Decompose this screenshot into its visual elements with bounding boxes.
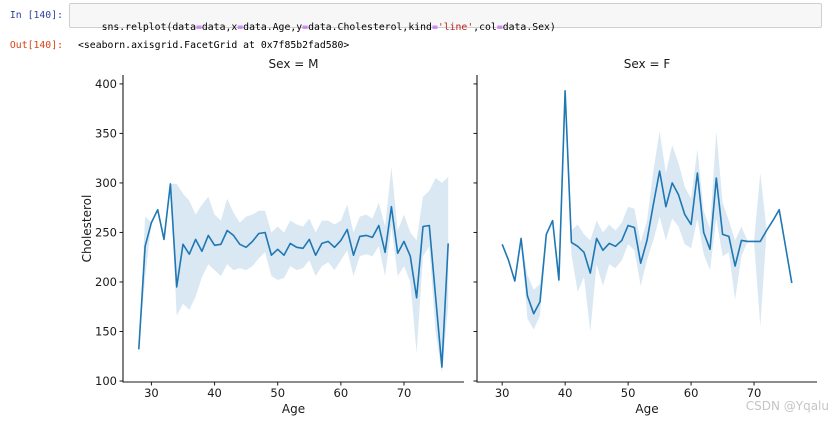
code-token: = [302,21,309,33]
code-token: 'line' [437,21,474,33]
cell-output-text: <seaborn.axisgrid.FacetGrid at 0x7f85b2f… [78,40,350,51]
code-token: = [496,21,503,33]
y-axis-label: Cholesterol [80,195,94,263]
facet-m: 100 150 200 250 300 350 400 30 40 50 60 70 Sex = M Ag… [80,57,464,416]
code-cell-input[interactable]: sns.relplot(data=data,x=data.Age,y=data.… [69,3,822,33]
y-tick-label: 100 [95,374,117,388]
x-axis-label: Age [282,402,305,416]
ci-band [502,90,792,332]
x-tick-label: 60 [684,386,699,400]
x-tick-label: 40 [207,386,222,400]
axis-spines [122,75,464,383]
facet-f: 30 40 50 60 70 Sex = F Age [473,57,817,416]
in-prompt: In [140]: [9,10,63,21]
x-tick-label: 60 [334,386,349,400]
code-token: ,col [473,21,497,33]
axis-spines [476,75,817,383]
facet-title: Sex = M [269,57,319,71]
code-token: data.Sex) [502,21,556,33]
x-tick-label: 30 [495,386,510,400]
x-tick-label: 70 [747,386,762,400]
code-token: data.Cholesterol,kind [308,21,432,33]
y-tick-label: 300 [95,176,117,190]
y-tick-label: 400 [95,77,117,91]
code-token: = [195,21,202,33]
code-token: = [237,21,244,33]
x-tick-label: 70 [397,386,412,400]
facet-title: Sex = F [624,57,671,71]
y-tick-label: 350 [95,126,117,140]
y-tick-label: 200 [95,275,117,289]
x-tick-label: 40 [558,386,573,400]
mean-line [138,183,449,368]
csdn-watermark: CSDN @Yqalu [745,399,829,413]
y-tick-label: 150 [95,324,117,338]
code-token: = [431,21,438,33]
x-tick-label: 50 [621,386,636,400]
x-tick-label: 30 [144,386,159,400]
code-token: data.Age,y [243,21,303,33]
y-tick-label: 250 [95,225,117,239]
code-line: sns.relplot(data=data,x=data.Age,y=data.… [102,22,556,33]
ci-band [138,167,449,374]
code-token: sns.relplot(data [101,21,196,33]
mean-line [501,90,793,315]
x-axis-label: Age [635,402,658,416]
code-token: data,x [201,21,238,33]
out-prompt: Out[140]: [9,40,63,51]
x-tick-label: 50 [270,386,285,400]
